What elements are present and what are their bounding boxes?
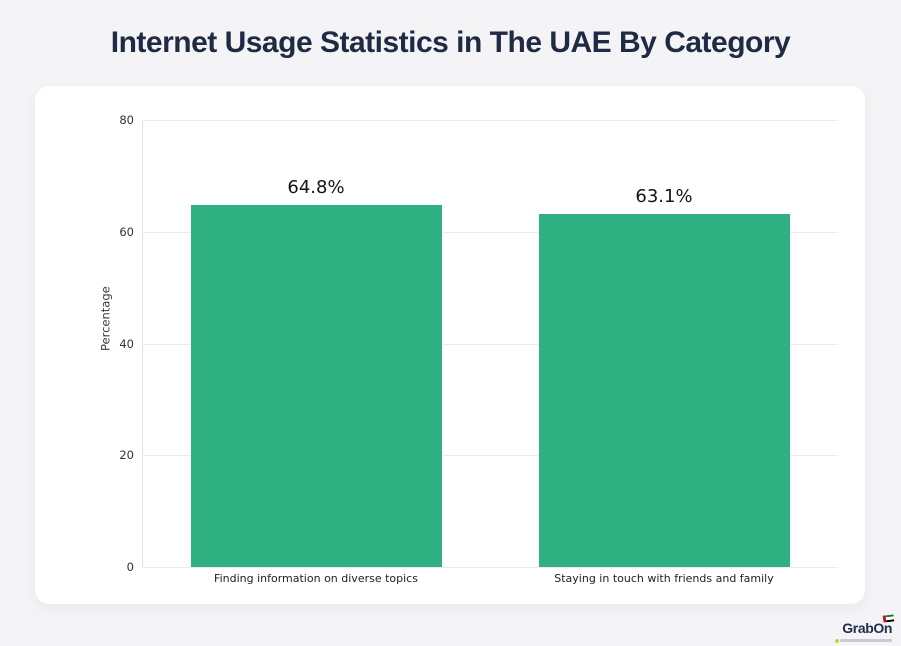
grabon-tagline [835,638,892,643]
bar-value-label: 64.8% [287,176,345,198]
bar-0 [190,204,442,567]
uae-flag-icon [882,614,895,623]
x-category-label: Staying in touch with friends and family [554,572,774,585]
grabon-logo-text: GrabOn [842,614,895,635]
page-title: Internet Usage Statistics in The UAE By … [110,26,791,59]
gridline-20 [142,455,838,457]
y-tick-label: 20 [119,448,134,463]
bar-1 [538,214,790,567]
gridline-40 [142,343,838,345]
x-category-label: Finding information on diverse topics [214,572,418,585]
y-axis-title: Percentage [98,285,113,351]
y-axis-line [142,120,143,567]
chart-card: 0 20 40 60 80 Percentage 64.8% Finding informat… [35,86,865,604]
bar-chart: 0 20 40 60 80 Percentage 64.8% Finding informat… [35,86,865,604]
y-tick-label: 0 [126,560,134,574]
gridline-80 [142,120,838,121]
grabon-logo: GrabOn [828,614,895,643]
y-tick-label: 60 [119,224,134,239]
bar-value-label: 63.1% [635,186,693,208]
y-tick-label: 40 [119,336,134,351]
gridline-0 [142,567,838,568]
gridline-60 [142,231,838,233]
y-tick-label: 80 [119,113,134,127]
